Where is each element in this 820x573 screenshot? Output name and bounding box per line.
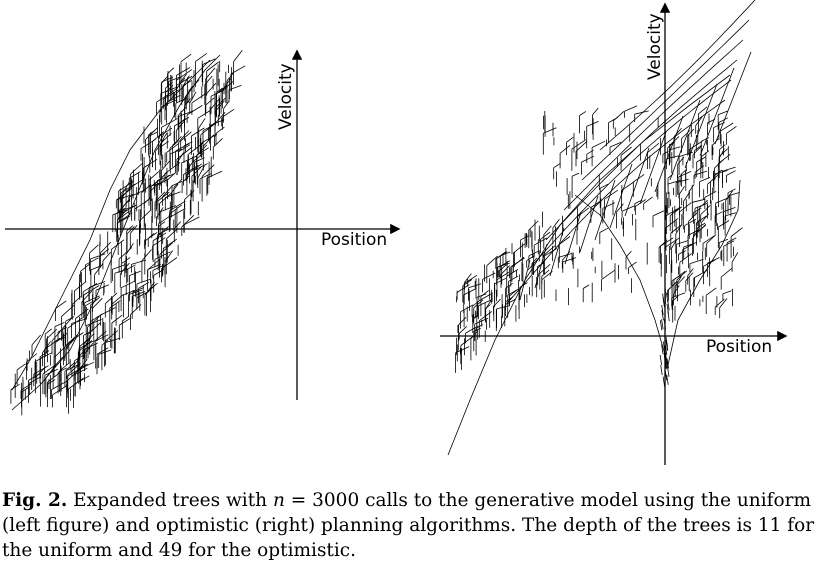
caption-line-1: Fig. 2. Expanded trees with n = 3000 cal… [2,488,818,513]
caption-variable-n: n [272,490,285,511]
caption-text-1a: Expanded trees with [67,490,273,511]
left-tree-plot: Position Velocity [5,49,401,416]
optimistic-tree-edges [447,0,756,456]
caption-line-2: (left figure) and optimistic (right) pla… [2,515,815,536]
figure-number: Fig. 2. [2,490,68,511]
left-x-axis-label: Position [321,230,387,250]
right-y-axis-label: Velocity [645,13,665,80]
caption-line-3: the uniform and 49 for the optimistic. [2,540,357,561]
figure-caption: Fig. 2. Expanded trees with n = 3000 cal… [2,488,818,563]
left-y-axis-label: Velocity [276,63,296,130]
figure-area: Position Velocity Position Velocity [5,0,788,465]
right-tree-plot: Position Velocity [440,0,788,465]
uniform-tree-edges [10,49,246,416]
caption-text-1b: = 3000 calls to the generative model usi… [284,490,812,511]
right-x-axis-label: Position [706,337,772,357]
